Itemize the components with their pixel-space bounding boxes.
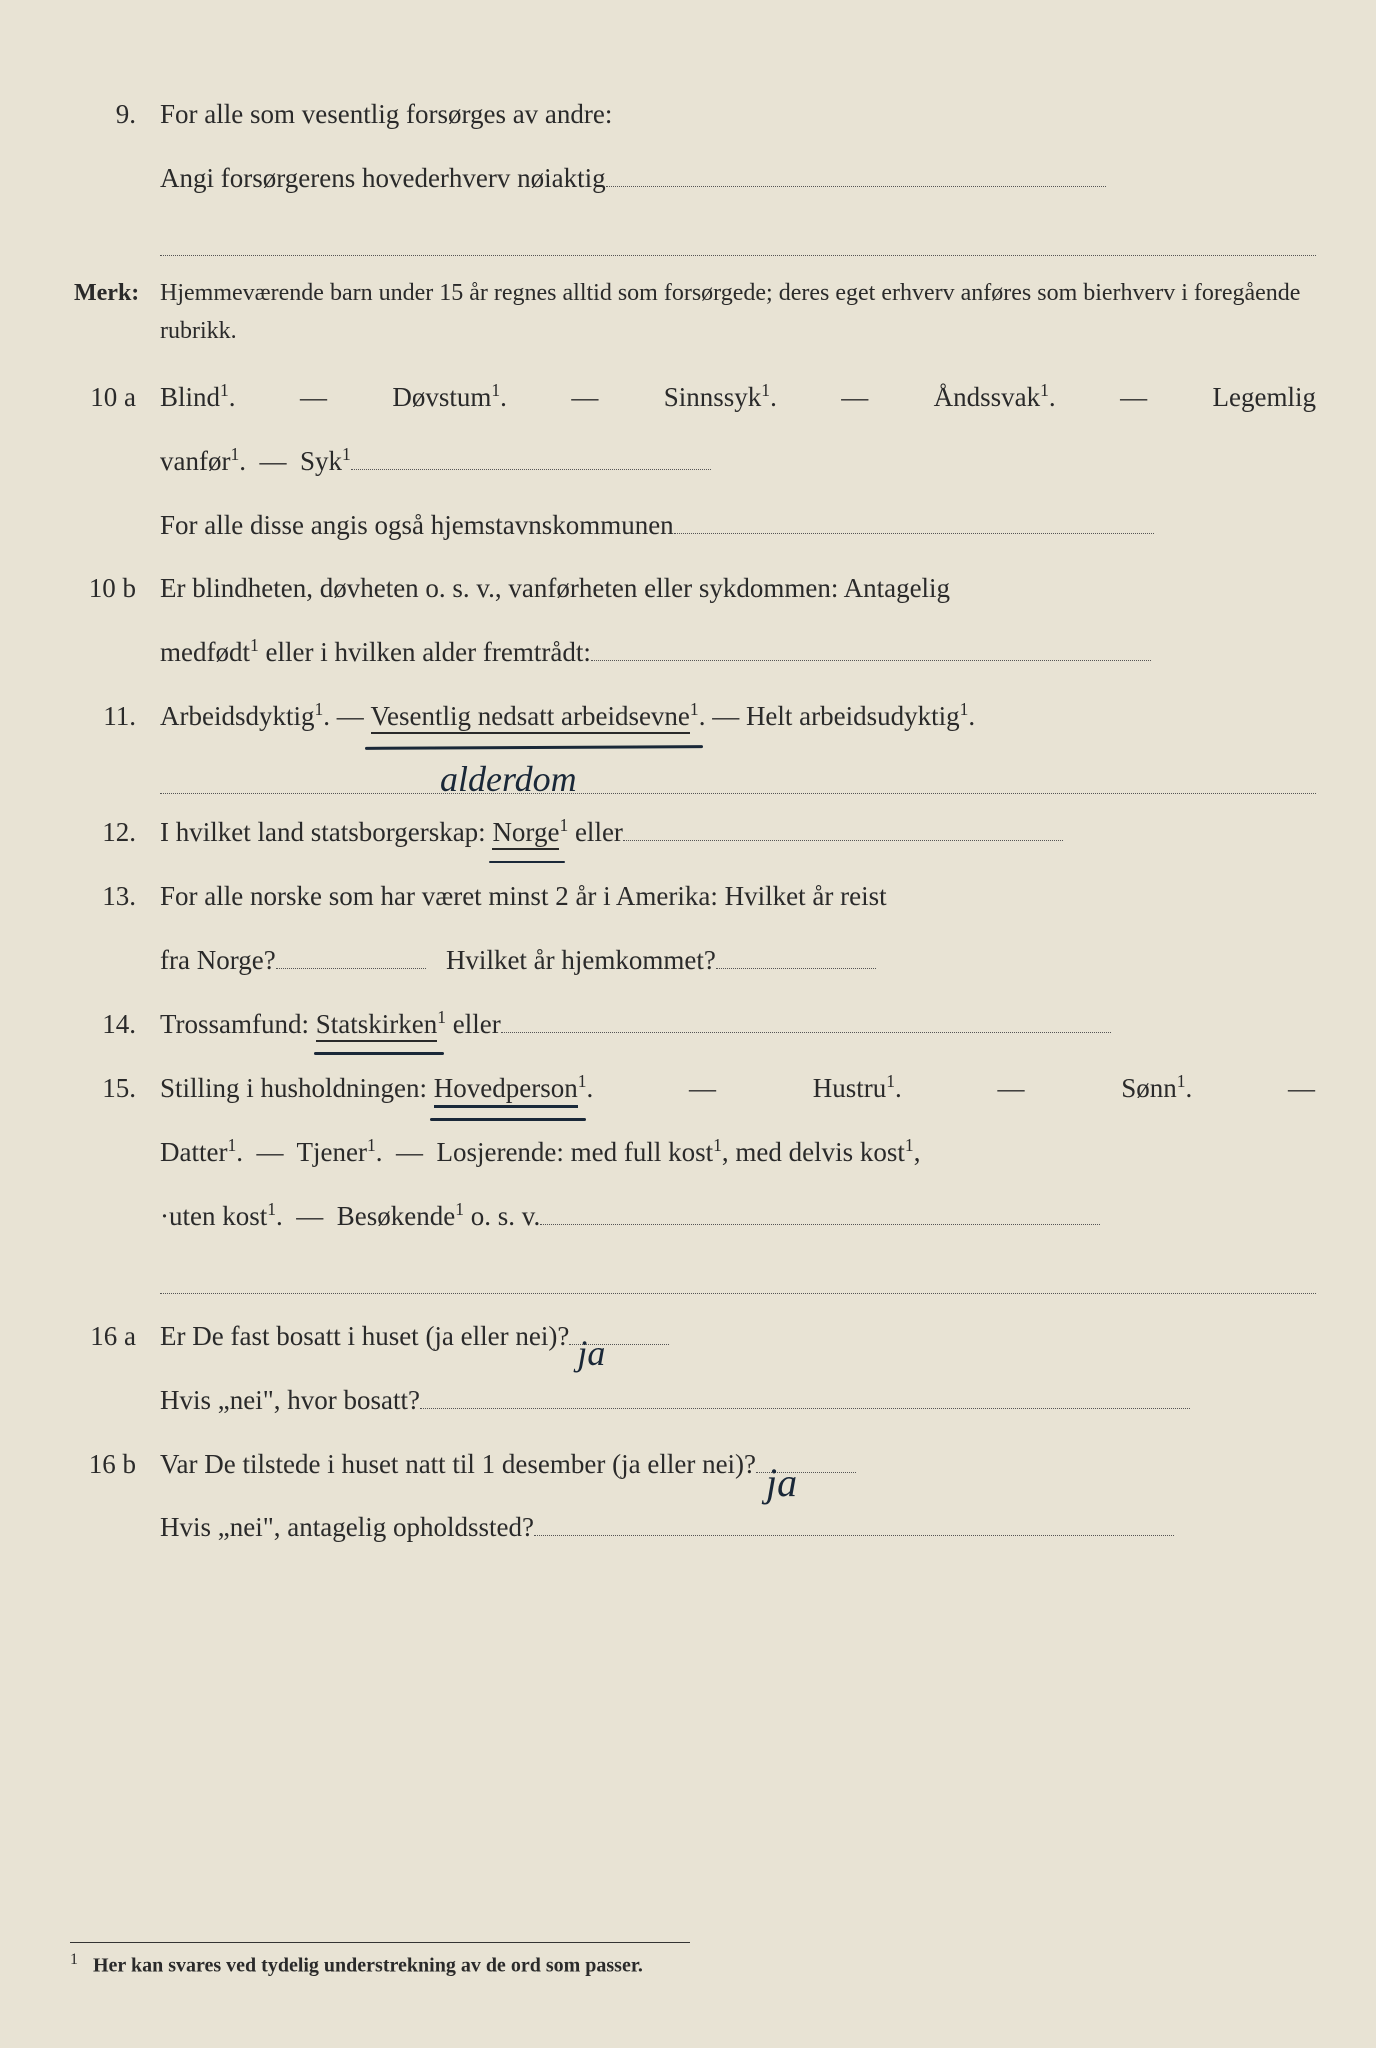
- q15-line3: ·uten kost1. — Besøkende1 o. s. v.: [70, 1192, 1316, 1242]
- q10a-line3: For alle disse angis også hjemstavnskomm…: [70, 501, 1316, 551]
- q15-line2: Datter1. — Tjener1. — Losjerende: med fu…: [70, 1128, 1316, 1178]
- q16a-line1: 16 a Er De fast bosatt i huset (ja eller…: [70, 1312, 1316, 1362]
- q13-line1: 13. For alle norske som har været minst …: [70, 872, 1316, 922]
- merk-note: Merk: Hjemmeværende barn under 15 år reg…: [70, 274, 1316, 351]
- q14: 14. Trossamfund: Statskirken1 eller: [70, 1000, 1316, 1050]
- q9-line1: 9. For alle som vesentlig forsørges av a…: [70, 90, 1316, 140]
- q15-blank-line: [160, 1256, 1316, 1294]
- q16a-line2: Hvis „nei", hvor bosatt?: [70, 1376, 1316, 1426]
- q11-line1: 11. Arbeidsdyktig1. — Vesentlig nedsatt …: [70, 692, 1316, 742]
- footnote-text: Her kan svares ved tydelig understreknin…: [93, 1955, 643, 1977]
- merk-label: Merk:: [70, 274, 160, 312]
- q14-selected: Statskirken1: [316, 1000, 446, 1050]
- q16b-line1: 16 b Var De tilstede i huset natt til 1 …: [70, 1440, 1316, 1490]
- q12: 12. I hvilket land statsborgerskap: Norg…: [70, 808, 1316, 858]
- q10a-line1: 10 a Blind1. — Døvstum1. — Sinnssyk1. — …: [70, 373, 1316, 423]
- q16b-number: 16 b: [70, 1440, 160, 1490]
- q11-selected: Vesentlig nedsatt arbeidsevne1: [371, 692, 699, 742]
- q9-line2: Angi forsørgerens hovederhverv nøiaktig: [70, 154, 1316, 204]
- q13-number: 13.: [70, 872, 160, 922]
- q16b-answer: ja: [766, 1446, 797, 1520]
- q12-selected: Norge1: [492, 808, 568, 858]
- q11-handwriting: alderdom: [440, 746, 577, 813]
- q11-line2: alderdom: [70, 756, 1316, 794]
- footnote: 1 Her kan svares ved tydelig understrekn…: [70, 1942, 690, 1978]
- q10b-number: 10 b: [70, 564, 160, 614]
- q16b-line2: Hvis „nei", antagelig opholdssted?: [70, 1503, 1316, 1553]
- q10a-line2: vanfør1. — Syk1: [70, 437, 1316, 487]
- q10b-line2: medfødt1 eller i hvilken alder fremtrådt…: [70, 628, 1316, 678]
- q16a-number: 16 a: [70, 1312, 160, 1362]
- q10b-text1: Er blindheten, døvheten o. s. v., vanfør…: [160, 564, 1316, 614]
- q10a-number: 10 a: [70, 373, 160, 423]
- q13-line2: fra Norge? Hvilket år hjemkommet?: [70, 936, 1316, 986]
- q14-number: 14.: [70, 1000, 160, 1050]
- merk-text: Hjemmeværende barn under 15 år regnes al…: [160, 274, 1316, 351]
- q11-number: 11.: [70, 692, 160, 742]
- q15-line1: 15. Stilling i husholdningen: Hovedperso…: [70, 1064, 1316, 1114]
- q12-number: 12.: [70, 808, 160, 858]
- footnote-mark: 1: [70, 1951, 78, 1968]
- q9-text1: For alle som vesentlig forsørges av andr…: [160, 90, 1316, 140]
- q10b-line1: 10 b Er blindheten, døvheten o. s. v., v…: [70, 564, 1316, 614]
- q13-text1: For alle norske som har været minst 2 år…: [160, 872, 1316, 922]
- q15-number: 15.: [70, 1064, 160, 1114]
- q15-selected: Hovedperson1: [434, 1064, 587, 1114]
- q16a-answer: ja: [577, 1320, 605, 1387]
- q9-blank-line: [160, 218, 1316, 256]
- q9-blank: [606, 186, 1106, 187]
- q9-text2: Angi forsørgerens hovederhverv nøiaktig: [160, 163, 606, 193]
- q9-number: 9.: [70, 90, 160, 140]
